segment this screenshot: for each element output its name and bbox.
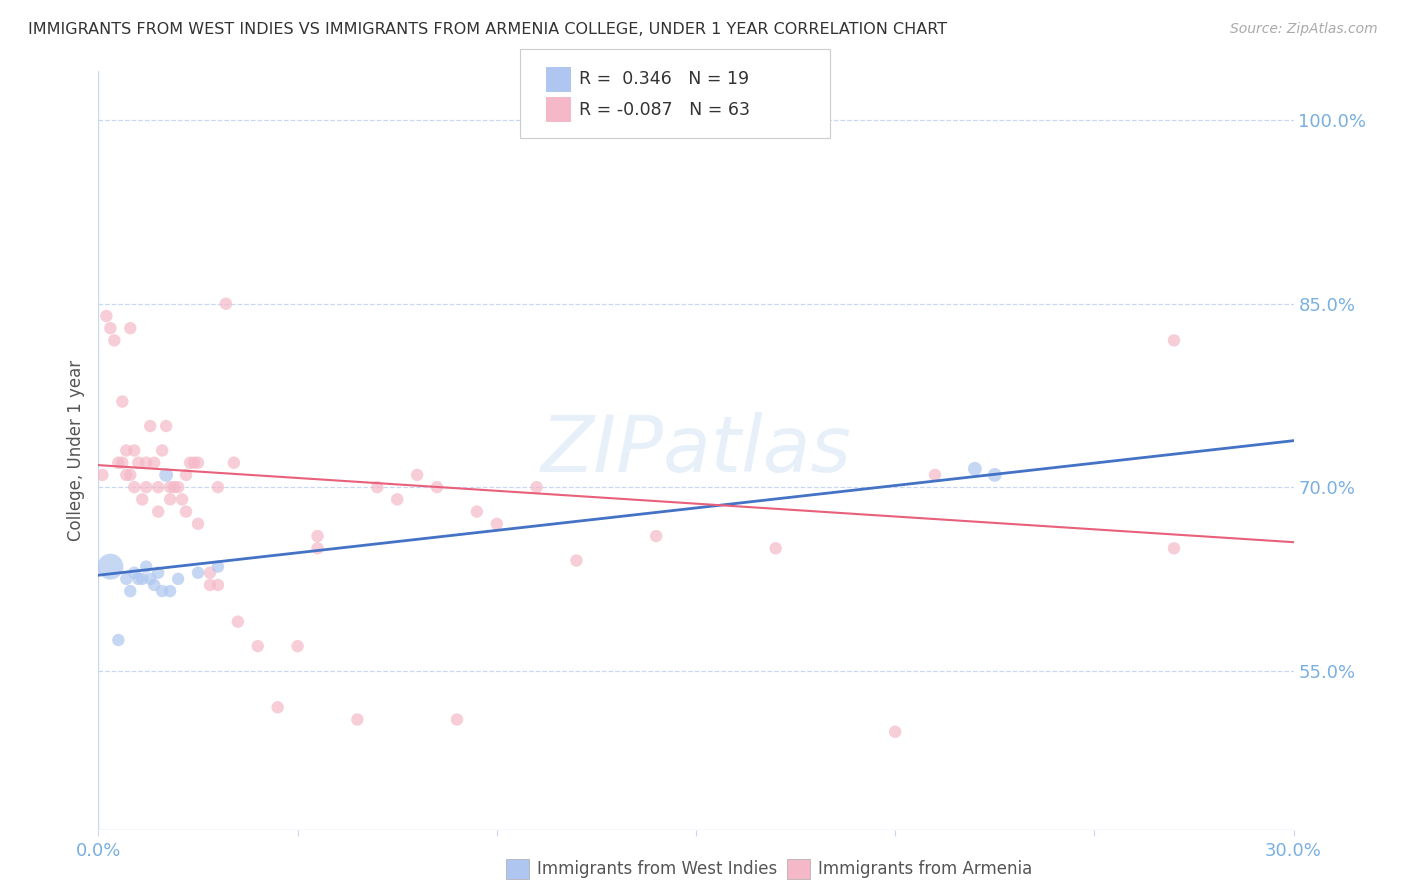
Point (111, 394, 134, 409)
Point (366, 480, 388, 494)
Point (765, 541, 787, 556)
Point (222, 456, 245, 470)
Point (155, 419, 177, 434)
Point (96, 309, 118, 323)
Point (163, 480, 186, 494)
Point (135, 480, 157, 494)
Point (884, 724, 907, 739)
Point (198, 578, 221, 592)
Point (120, 321, 142, 335)
Text: R =  0.346   N = 19: R = 0.346 N = 19 (579, 70, 749, 88)
Point (207, 480, 229, 494)
Point (172, 492, 194, 507)
Point (287, 639, 309, 653)
Point (120, 467, 142, 482)
Point (1163, 541, 1185, 556)
Point (135, 559, 157, 574)
Point (183, 456, 205, 470)
Point (124, 566, 146, 580)
Point (107, 456, 129, 470)
Text: Immigrants from Armenia: Immigrants from Armenia (818, 860, 1032, 878)
Point (127, 572, 149, 586)
Point (98, 559, 122, 574)
Point (307, 529, 329, 543)
Point (179, 456, 201, 470)
Point (139, 419, 162, 434)
Point (465, 505, 488, 519)
Point (159, 480, 181, 494)
Point (605, 884, 627, 892)
Point (485, 516, 508, 531)
Point (187, 566, 209, 580)
Point (645, 529, 668, 543)
Point (148, 480, 170, 494)
Point (143, 456, 166, 470)
Text: Source: ZipAtlas.com: Source: ZipAtlas.com (1230, 22, 1378, 37)
Point (385, 492, 409, 507)
Point (131, 492, 153, 507)
Point (246, 639, 269, 653)
Point (150, 443, 173, 458)
Point (148, 566, 170, 580)
Point (91, 467, 114, 482)
Point (115, 467, 138, 482)
Point (120, 584, 142, 599)
Y-axis label: College, Under 1 year: College, Under 1 year (66, 359, 84, 541)
Point (198, 566, 221, 580)
Point (207, 559, 229, 574)
Point (924, 467, 946, 482)
Point (174, 505, 197, 519)
Point (526, 480, 548, 494)
Point (143, 578, 166, 592)
Point (174, 467, 197, 482)
Point (187, 456, 209, 470)
Point (406, 467, 429, 482)
Point (124, 480, 146, 494)
Point (984, 467, 1007, 482)
Point (139, 572, 162, 586)
Text: ZIPatlas: ZIPatlas (540, 412, 852, 489)
Point (135, 456, 157, 470)
Point (187, 516, 209, 531)
Point (115, 443, 138, 458)
Point (150, 584, 173, 599)
Point (107, 633, 129, 648)
Point (267, 700, 290, 714)
Text: Immigrants from West Indies: Immigrants from West Indies (537, 860, 778, 878)
Point (207, 578, 229, 592)
Point (148, 505, 170, 519)
Point (103, 334, 125, 348)
Point (307, 541, 329, 556)
Point (226, 615, 249, 629)
Point (426, 480, 449, 494)
Point (565, 553, 588, 567)
Point (215, 296, 238, 310)
Point (115, 572, 138, 586)
Point (98, 321, 122, 335)
Point (159, 492, 181, 507)
Point (155, 467, 177, 482)
Point (167, 572, 190, 586)
Point (963, 462, 986, 476)
Point (159, 584, 181, 599)
Point (446, 713, 468, 727)
Point (346, 713, 368, 727)
Text: R = -0.087   N = 63: R = -0.087 N = 63 (579, 101, 751, 119)
Point (131, 572, 153, 586)
Point (124, 443, 146, 458)
Point (167, 480, 190, 494)
Point (111, 456, 134, 470)
Text: IMMIGRANTS FROM WEST INDIES VS IMMIGRANTS FROM ARMENIA COLLEGE, UNDER 1 YEAR COR: IMMIGRANTS FROM WEST INDIES VS IMMIGRANT… (28, 22, 948, 37)
Point (127, 456, 149, 470)
Point (1163, 334, 1185, 348)
